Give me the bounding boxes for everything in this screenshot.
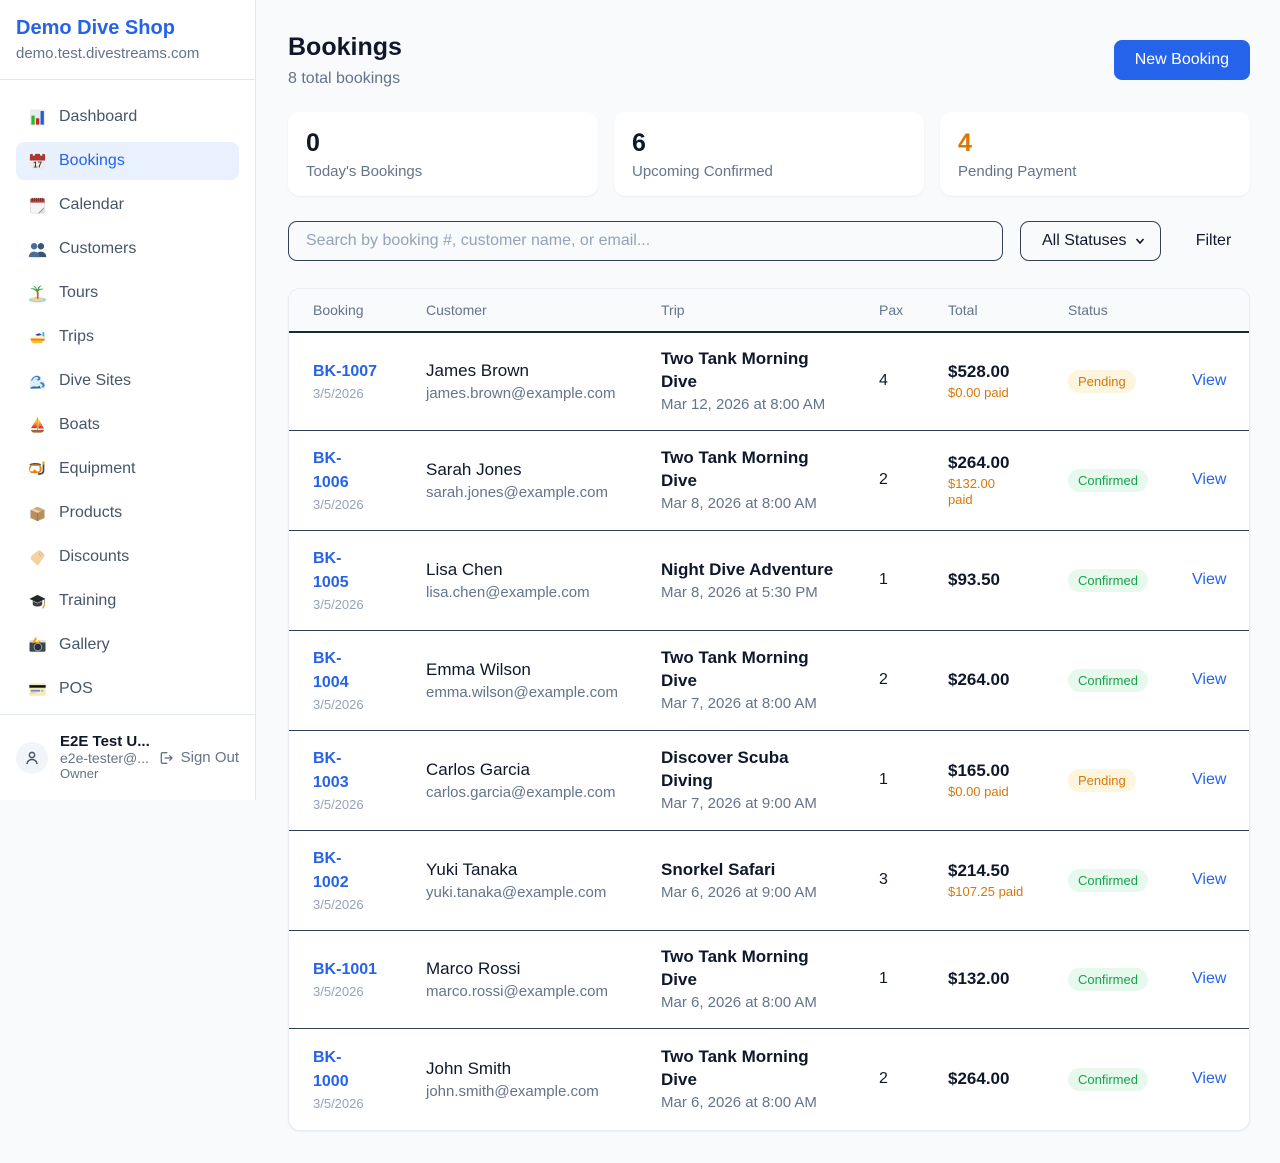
svg-text:17: 17 xyxy=(33,160,43,169)
